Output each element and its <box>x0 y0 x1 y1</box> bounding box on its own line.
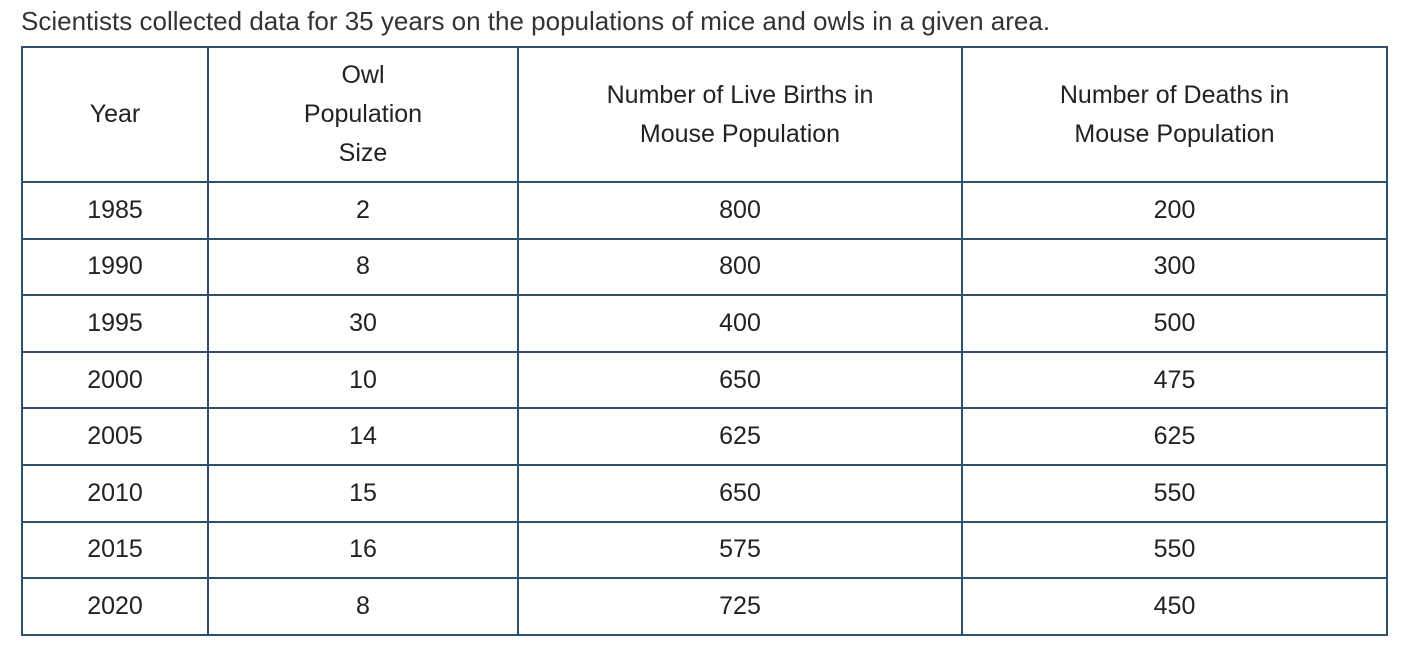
table-cell: 2 <box>207 181 519 240</box>
table-row: 2000 10 650 475 <box>21 350 1388 410</box>
table-row: 1990 8 800 300 <box>21 237 1388 297</box>
table-cell: 450 <box>961 577 1388 636</box>
table-cell: 10 <box>207 350 519 410</box>
table-cell: 475 <box>961 350 1388 410</box>
table-cell: 650 <box>517 463 963 523</box>
table-row: 1995 30 400 500 <box>21 294 1388 353</box>
table-cell: 200 <box>961 181 1388 240</box>
header-cell: Number of Live Births in Mouse Population <box>517 46 963 183</box>
header-line: Number of Live Births in <box>606 80 874 109</box>
header-cell: Owl Population Size <box>207 46 519 183</box>
header-line: Number of Deaths in <box>1059 80 1290 109</box>
table-row: 1985 2 800 200 <box>21 181 1388 240</box>
table-cell: 725 <box>517 577 963 636</box>
table-cell: 550 <box>961 463 1388 523</box>
table-cell: 2015 <box>21 520 209 580</box>
table-cell: 550 <box>961 520 1388 580</box>
table-cell: 625 <box>961 407 1388 466</box>
table-cell: 1985 <box>21 181 209 240</box>
table-cell: 300 <box>961 237 1388 297</box>
header-line: Size <box>338 139 388 167</box>
table-cell: 30 <box>207 294 519 353</box>
table-cell: 2005 <box>21 407 209 466</box>
table-cell: 400 <box>517 294 963 353</box>
table-cell: 1995 <box>21 294 209 353</box>
table-cell: 14 <box>207 407 519 466</box>
table-cell: 1990 <box>21 237 209 297</box>
header-line: Year <box>89 100 141 128</box>
table-cell: 8 <box>207 237 519 297</box>
header-line: Population <box>303 100 423 128</box>
table-row: 2020 8 725 450 <box>21 577 1388 636</box>
table-cell: 800 <box>517 181 963 240</box>
table-cell: 15 <box>207 463 519 523</box>
table-cell: 8 <box>207 577 519 636</box>
header-line: Mouse Population <box>1074 119 1275 148</box>
header-row: Year Owl Population Size Number of Live Birt… <box>21 46 1388 183</box>
table-cell: 16 <box>207 520 519 580</box>
table-body: 1985 2 800 200 1990 8 800 300 1995 30 400 500 2000 10… <box>21 181 1388 636</box>
table-cell: 2020 <box>21 577 209 636</box>
table-cell: 800 <box>517 237 963 297</box>
table-row: 2015 16 575 550 <box>21 520 1388 580</box>
table-row: 2005 14 625 625 <box>21 407 1388 466</box>
table-cell: 2000 <box>21 350 209 410</box>
table-cell: 2010 <box>21 463 209 523</box>
table-cell: 575 <box>517 520 963 580</box>
table-cell: 500 <box>961 294 1388 353</box>
header-cell: Year <box>21 46 209 183</box>
header-line: Owl <box>341 61 385 89</box>
intro-text: Scientists collected data for 35 years o… <box>21 6 1051 36</box>
data-table: Year Owl Population Size Number of Live Birt… <box>21 46 1388 636</box>
table-row: 2010 15 650 550 <box>21 463 1388 523</box>
header-line: Mouse Population <box>639 119 841 148</box>
table-cell: 625 <box>517 407 963 466</box>
table-cell: 650 <box>517 350 963 410</box>
header-cell: Number of Deaths in Mouse Population <box>961 46 1388 183</box>
